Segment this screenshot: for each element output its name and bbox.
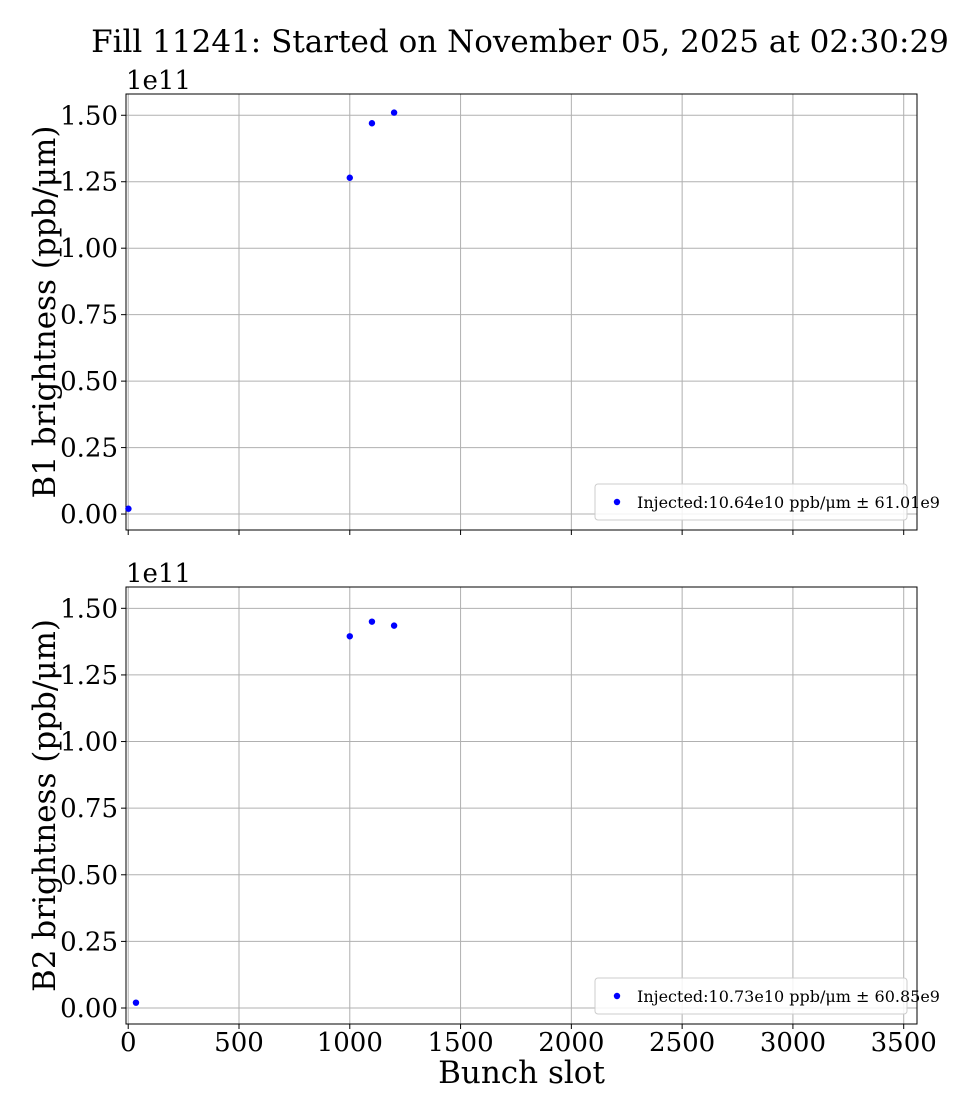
data-point bbox=[368, 618, 376, 625]
chart-title: Fill 11241: Started on November 05, 2025… bbox=[91, 24, 949, 60]
y-tick-label: 0.25 bbox=[60, 927, 118, 957]
x-tick-label: 0 bbox=[120, 1028, 137, 1058]
y-tick-label: 0.50 bbox=[60, 861, 118, 891]
x-tick-label: 500 bbox=[214, 1028, 264, 1058]
axes-frame bbox=[125, 93, 918, 531]
data-point bbox=[346, 633, 353, 640]
x-tick-label: 1500 bbox=[427, 1028, 493, 1058]
y-tick-label: 0.50 bbox=[60, 367, 118, 397]
axes-frame bbox=[125, 586, 918, 1025]
data-point bbox=[368, 120, 376, 127]
y-tick-label: 1.50 bbox=[60, 101, 118, 131]
x-axis-label: Bunch slot bbox=[438, 1055, 605, 1091]
data-point bbox=[346, 174, 353, 181]
y-tick-label: 1.50 bbox=[60, 594, 118, 624]
data-point bbox=[132, 999, 140, 1006]
y-tick-label: 0.75 bbox=[60, 794, 118, 824]
y-tick-label: 1.25 bbox=[60, 661, 118, 691]
legend-label: Injected:10.73e10 ppb/μm ± 60.85e9 bbox=[637, 987, 940, 1006]
legend-marker bbox=[613, 992, 621, 1000]
legend-marker bbox=[613, 498, 621, 506]
x-tick-label: 2000 bbox=[538, 1028, 604, 1058]
y-tick-label: 1.00 bbox=[60, 728, 118, 758]
y-axis-label: B2 brightness (ppb/μm) bbox=[27, 619, 63, 992]
panel-b2: 0 500 1000 1500 2000 2500 3000 3500 0.00 0.25 0.50… bbox=[27, 559, 940, 1091]
y-tick-label: 0.00 bbox=[60, 994, 118, 1024]
x-tick-label: 2500 bbox=[649, 1028, 715, 1058]
x-tick-label: 3500 bbox=[871, 1028, 937, 1058]
legend-box bbox=[594, 483, 908, 521]
y-offset-label: 1e11 bbox=[126, 66, 191, 96]
legend-box bbox=[594, 977, 908, 1015]
legend-label: Injected:10.64e10 ppb/μm ± 61.01e9 bbox=[637, 493, 940, 512]
x-tick-label: 3000 bbox=[760, 1028, 826, 1058]
y-tick-label: 0.75 bbox=[60, 301, 118, 331]
y-offset-label: 1e11 bbox=[126, 559, 191, 589]
data-point bbox=[390, 109, 398, 116]
y-tick-label: 1.00 bbox=[60, 234, 118, 264]
x-tick-label: 1000 bbox=[317, 1028, 383, 1058]
y-axis-label: B1 brightness (ppb/μm) bbox=[27, 126, 63, 499]
data-point bbox=[125, 505, 132, 512]
y-tick-label: 1.25 bbox=[60, 168, 118, 198]
y-tick-label: 0.00 bbox=[60, 500, 118, 530]
y-tick-label: 0.25 bbox=[60, 434, 118, 464]
data-point bbox=[390, 622, 398, 629]
panel-b1: 0.00 0.25 0.50 0.75 1.00 1.25 1.50 1e11 B1 brigh… bbox=[27, 66, 940, 535]
